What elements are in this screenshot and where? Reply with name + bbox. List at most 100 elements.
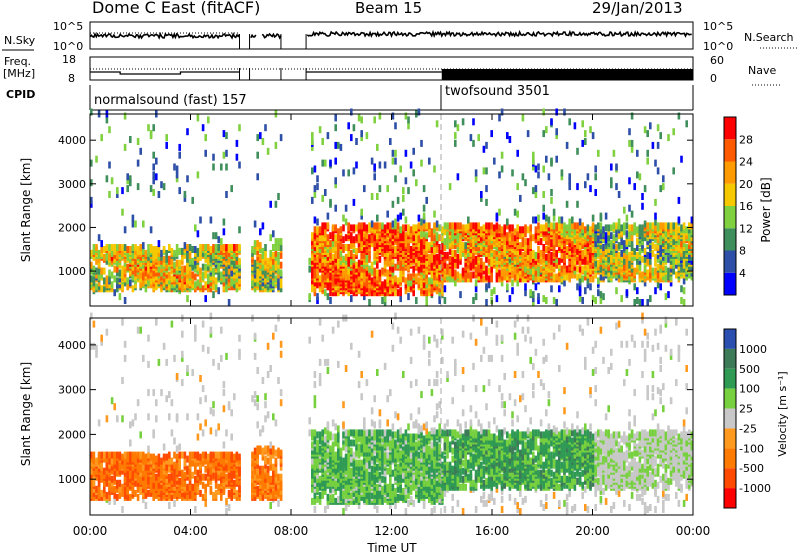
- heatmap-cell: [545, 267, 548, 275]
- heatmap-cell: [537, 297, 540, 304]
- heatmap-cell: [136, 455, 140, 463]
- heatmap-cell: [524, 224, 527, 232]
- heatmap-cell: [404, 112, 408, 120]
- heatmap-cell: [220, 271, 223, 279]
- heatmap-cell: [633, 283, 636, 291]
- heatmap-cell: [550, 196, 553, 204]
- heatmap-cell: [441, 277, 444, 285]
- heatmap-cell: [550, 240, 553, 248]
- heatmap-cell: [131, 487, 135, 495]
- heatmap-cell: [641, 228, 644, 236]
- heatmap-cell: [441, 259, 444, 267]
- heatmap-cell: [417, 222, 421, 230]
- heatmap-cell: [365, 263, 369, 271]
- heatmap-cell: [126, 173, 129, 181]
- heatmap-cell: [170, 457, 174, 465]
- heatmap-cell: [545, 228, 548, 236]
- heatmap-cell: [617, 222, 621, 230]
- heatmap-cell: [599, 291, 603, 299]
- heatmap-cell: [602, 293, 605, 301]
- heatmap-cell: [178, 273, 181, 281]
- heatmap-cell: [578, 265, 582, 273]
- heatmap-cell: [370, 240, 374, 248]
- heatmap-cell: [615, 249, 618, 257]
- heatmap-cell: [420, 218, 423, 226]
- heatmap-cell: [235, 153, 239, 161]
- heatmap-cell: [204, 271, 207, 279]
- heatmap-cell: [656, 124, 660, 132]
- heatmap-cell: [451, 234, 454, 242]
- heatmap-cell: [422, 234, 426, 242]
- heatmap-cell: [685, 259, 688, 267]
- heatmap-cell: [516, 230, 519, 238]
- heatmap-cell: [469, 249, 473, 257]
- heatmap-cell: [506, 283, 509, 291]
- heatmap-cell: [604, 224, 608, 232]
- heatmap-cell: [136, 183, 140, 191]
- heatmap-cell: [118, 491, 122, 499]
- heatmap-cell: [428, 289, 431, 297]
- heatmap-cell: [103, 479, 106, 487]
- heatmap-cell: [191, 277, 194, 285]
- heatmap-cell: [222, 275, 226, 283]
- heatmap-cell: [643, 234, 647, 242]
- heatmap-cell: [311, 232, 314, 240]
- heatmap-cell: [568, 240, 571, 248]
- heatmap-cell: [552, 238, 556, 246]
- heatmap-cell: [368, 234, 371, 242]
- heatmap-cell: [500, 151, 504, 159]
- heatmap-cell: [235, 257, 239, 265]
- freq-tick-top-right: 60: [710, 54, 724, 67]
- heatmap-cell: [534, 216, 538, 224]
- heatmap-cell: [225, 132, 228, 140]
- y-tick-label: 2000: [58, 221, 86, 234]
- heatmap-cell: [474, 175, 478, 183]
- heatmap-cell: [326, 212, 330, 220]
- heatmap-cell: [129, 136, 132, 143]
- heatmap-cell: [350, 108, 353, 116]
- heatmap-cell: [331, 240, 335, 248]
- heatmap-cell: [370, 157, 374, 165]
- heatmap-cell: [217, 236, 220, 244]
- heatmap-cell: [680, 224, 683, 232]
- heatmap-cell: [545, 246, 548, 253]
- heatmap-cell: [347, 253, 350, 261]
- heatmap-cell: [92, 265, 96, 273]
- heatmap-cell: [316, 255, 319, 263]
- heatmap-cell: [277, 277, 280, 285]
- heatmap-cell: [103, 485, 106, 493]
- heatmap-cell: [469, 275, 473, 283]
- heatmap-cell: [394, 175, 397, 183]
- heatmap-cell: [420, 263, 423, 271]
- freq-panel: Freq. [MHz] 18 8 60 0 Nave: [3, 53, 780, 86]
- heatmap-cell: [339, 143, 343, 151]
- heatmap-cell: [383, 261, 387, 269]
- y-tick-label: 3000: [58, 178, 86, 191]
- heatmap-cell: [217, 261, 220, 269]
- heatmap-cell: [147, 253, 150, 261]
- heatmap-cell: [222, 218, 226, 226]
- heatmap-cell: [485, 283, 488, 291]
- heatmap-cell: [537, 214, 540, 222]
- heatmap-cell: [147, 413, 150, 421]
- heatmap-cell: [274, 244, 278, 251]
- heatmap-cell: [160, 465, 163, 473]
- heatmap-cell: [147, 244, 150, 251]
- heatmap-cell: [261, 257, 265, 265]
- heatmap-cell: [420, 159, 423, 167]
- heatmap-cell: [253, 240, 257, 248]
- heatmap-cell: [480, 191, 483, 198]
- heatmap-cell: [516, 271, 519, 279]
- heatmap-cell: [428, 228, 431, 236]
- heatmap-cell: [191, 281, 194, 289]
- heatmap-cell: [95, 155, 98, 163]
- heatmap-cell: [183, 265, 187, 273]
- heatmap-cell: [264, 253, 267, 261]
- heatmap-cell: [157, 240, 161, 248]
- heatmap-cell: [529, 238, 532, 246]
- heatmap-cell: [539, 249, 543, 257]
- heatmap-cell: [672, 222, 675, 230]
- heatmap-cell: [500, 108, 504, 116]
- heatmap-cell: [90, 249, 93, 257]
- heatmap-cell: [142, 247, 145, 255]
